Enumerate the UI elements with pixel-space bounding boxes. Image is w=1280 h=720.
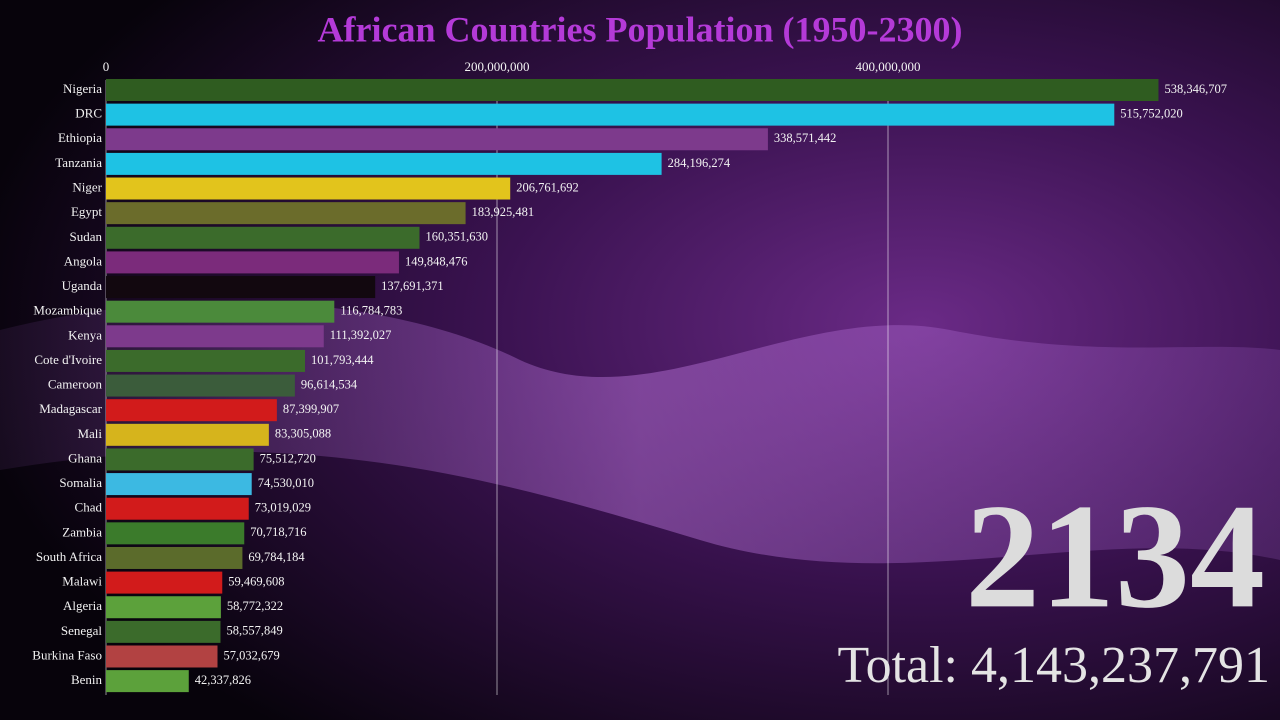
y-tick-label: Madagascar [39, 401, 102, 416]
bar [106, 152, 662, 175]
bar [106, 546, 243, 569]
bar [106, 374, 295, 397]
value-label: 515,752,020 [1120, 107, 1183, 121]
value-label: 75,512,720 [260, 451, 316, 465]
bar [106, 103, 1115, 126]
value-label: 59,469,608 [228, 574, 284, 588]
y-tick-label: Nigeria [63, 81, 102, 96]
value-label: 58,557,849 [226, 624, 282, 638]
value-label: 57,032,679 [223, 648, 279, 662]
y-tick-label: South Africa [36, 549, 102, 564]
value-label: 70,718,716 [250, 525, 306, 539]
y-tick-label: Cote d'Ivoire [34, 352, 102, 367]
bar [106, 300, 335, 323]
y-tick-label: Cameroon [48, 377, 103, 392]
value-label: 58,772,322 [227, 599, 283, 613]
chart-title: African Countries Population (1950-2300) [318, 9, 963, 49]
y-tick-label: Uganda [62, 278, 103, 293]
y-tick-label: Mali [77, 426, 102, 441]
bar [106, 423, 269, 446]
y-tick-label: Burkina Faso [32, 647, 102, 662]
total-label: Total: 4,143,237,791 [837, 637, 1270, 694]
value-label: 111,392,027 [330, 328, 392, 342]
y-tick-label: Malawi [62, 574, 102, 589]
y-tick-label: Benin [71, 672, 103, 687]
value-label: 116,784,783 [340, 304, 402, 318]
value-label: 538,346,707 [1164, 82, 1227, 96]
bar [106, 596, 221, 619]
bar [106, 128, 768, 151]
value-label: 87,399,907 [283, 402, 339, 416]
bar [106, 522, 245, 545]
value-label: 206,761,692 [516, 180, 579, 194]
year-label: 2134 [965, 473, 1265, 639]
bar [106, 79, 1159, 101]
y-tick-label: Ethiopia [58, 130, 102, 145]
y-tick-label: Ghana [68, 450, 102, 465]
y-tick-label: Egypt [71, 204, 102, 219]
x-tick-label: 400,000,000 [856, 59, 921, 74]
value-label: 101,793,444 [311, 353, 374, 367]
bar [106, 571, 223, 594]
y-tick-label: Sudan [70, 229, 103, 244]
plot: 0 200,000,000 400,000,000 Nigeria 538,346,70… [32, 59, 1227, 695]
bar [106, 448, 254, 471]
y-tick-label: DRC [75, 106, 102, 121]
value-label: 96,614,534 [301, 377, 358, 391]
background-wave [0, 301, 1280, 564]
bar [106, 251, 399, 274]
bar [106, 670, 189, 693]
value-label: 284,196,274 [668, 156, 731, 170]
y-tick-label: Tanzania [55, 155, 102, 170]
value-label: 137,691,371 [381, 279, 444, 293]
y-tick-label: Niger [72, 180, 102, 195]
value-label: 149,848,476 [405, 254, 468, 268]
value-label: 74,530,010 [258, 476, 314, 490]
bar [106, 399, 277, 422]
y-tick-label: Angola [64, 253, 103, 268]
y-tick-label: Zambia [62, 524, 102, 539]
bar [106, 177, 511, 200]
value-label: 69,784,184 [248, 550, 305, 564]
value-label: 73,019,029 [255, 501, 311, 515]
y-tick-label: Kenya [68, 327, 102, 342]
value-label: 338,571,442 [774, 131, 837, 145]
x-tick-label: 0 [103, 59, 110, 74]
value-label: 42,337,826 [195, 673, 251, 687]
bar [106, 497, 249, 520]
value-label: 160,351,630 [425, 230, 488, 244]
bar [106, 226, 420, 249]
bar [106, 202, 466, 225]
y-tick-label: Somalia [59, 475, 102, 490]
y-tick-label: Algeria [63, 598, 102, 613]
bar [106, 620, 221, 643]
x-tick-label: 200,000,000 [465, 59, 530, 74]
bar [106, 645, 218, 668]
bar [106, 276, 376, 299]
y-tick-label: Mozambique [33, 303, 102, 318]
value-label: 183,925,481 [472, 205, 535, 219]
y-tick-label: Senegal [61, 623, 103, 638]
bar [106, 349, 306, 372]
y-tick-label: Chad [75, 500, 103, 515]
value-label: 83,305,088 [275, 427, 331, 441]
bar [106, 473, 252, 496]
bar [106, 325, 324, 348]
